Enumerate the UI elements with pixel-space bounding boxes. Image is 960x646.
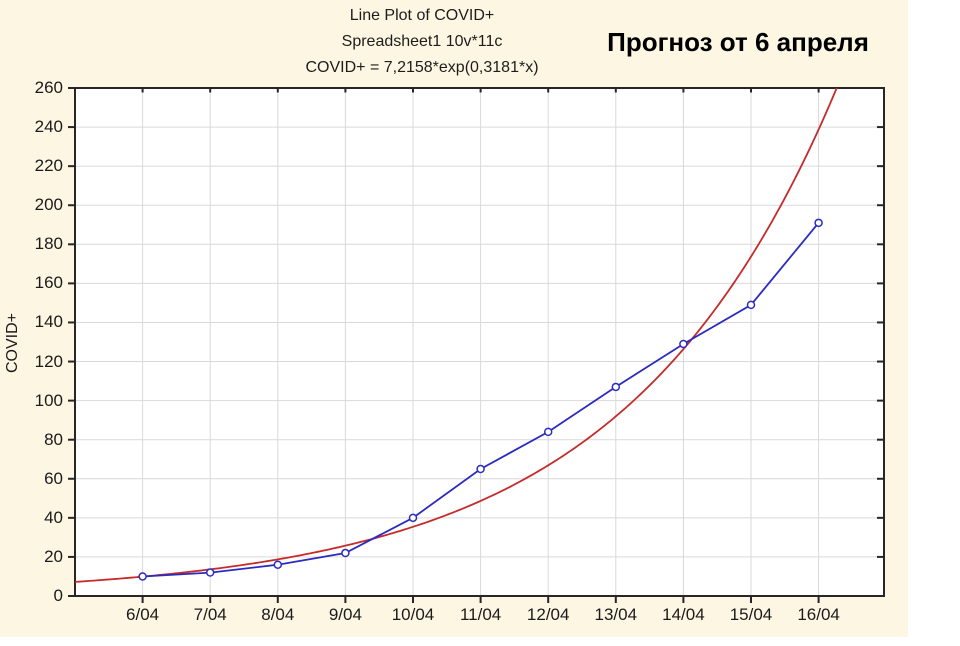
fit-line [74, 87, 838, 583]
y-tick-label: 160 [34, 273, 63, 293]
y-tick-label: 240 [34, 117, 63, 137]
data-point-marker [273, 560, 283, 569]
x-tick-label: 9/04 [328, 605, 362, 624]
data-point-marker [746, 300, 756, 310]
x-tick-label: 10/04 [391, 605, 435, 624]
y-tick-label: 100 [34, 390, 63, 410]
plot-area [75, 88, 884, 596]
data-point-marker [814, 218, 823, 228]
data-point-marker [543, 427, 553, 437]
x-tick-label: 13/04 [594, 605, 638, 624]
chart-title-block: Line Plot of COVID+ Spreadsheet1 10v*11c… [122, 3, 722, 81]
y-tick-label: 60 [44, 468, 63, 488]
x-tick-label: 12/04 [526, 605, 570, 624]
y-tick-label: 120 [34, 351, 63, 371]
y-tick-label: 200 [34, 195, 63, 215]
x-tick-label: 11/04 [459, 605, 502, 624]
x-tick-label: 15/04 [729, 605, 773, 624]
x-tick-label: 14/04 [662, 605, 705, 624]
y-tick-label: 20 [44, 546, 63, 566]
y-tick-label: 140 [34, 312, 63, 332]
data-point-marker [408, 513, 418, 523]
chart-subtitle: Spreadsheet1 10v*11c [341, 33, 503, 50]
y-tick-label: 180 [34, 234, 63, 254]
y-tick-label: 220 [34, 156, 63, 176]
x-tick-label: 16/04 [797, 605, 840, 624]
x-tick-label: 7/04 [193, 605, 227, 624]
chart-annotation: Прогноз от 6 апреля [607, 27, 869, 57]
data-point-marker [679, 339, 688, 349]
y-tick-label: 260 [34, 78, 63, 97]
axis-frame [74, 87, 885, 597]
y-tick-label: 80 [44, 429, 63, 449]
x-tick-label: 8/04 [261, 605, 295, 624]
y-tick-label: 40 [44, 507, 63, 527]
data-point-marker [205, 568, 215, 577]
data-point-marker [138, 572, 147, 581]
chart-equation: COVID+ = 7,2158*exp(0,3181*x) [305, 59, 539, 76]
data-point-marker [341, 548, 350, 558]
data-point-marker [476, 464, 485, 474]
y-tick-label: 0 [53, 586, 63, 605]
chart-title: Line Plot of COVID+ [349, 7, 495, 24]
x-tick-label: 6/04 [126, 605, 160, 624]
data-point-marker [611, 382, 621, 392]
